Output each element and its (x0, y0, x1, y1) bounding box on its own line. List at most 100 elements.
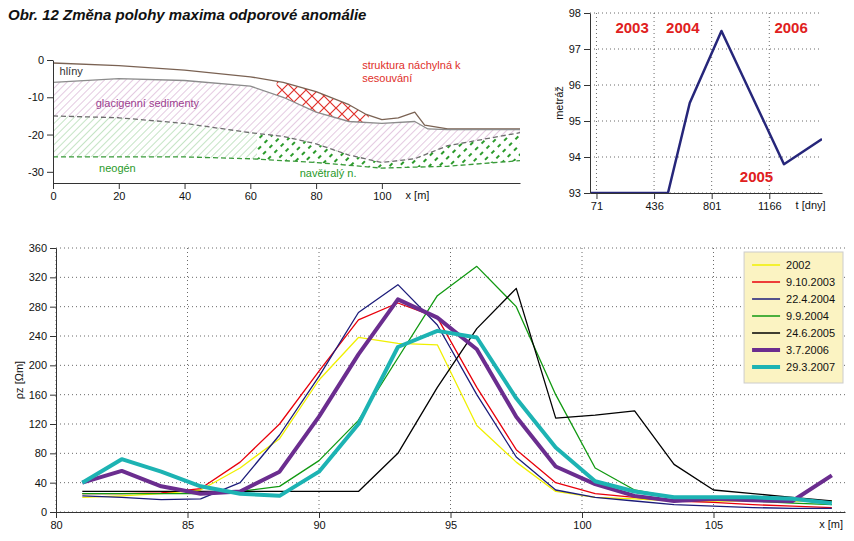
grid-line (56, 453, 845, 454)
tick: 0 (50, 183, 56, 202)
legend-label: 9.10.2003 (786, 276, 835, 288)
grid-line (56, 248, 57, 512)
tick-mark (50, 336, 56, 337)
tick-label: 98 (569, 7, 581, 19)
tick: 95 (569, 115, 590, 127)
tick-mark (47, 60, 53, 61)
grid-line (590, 49, 822, 50)
annotation: 2004 (666, 19, 700, 36)
tick-mark (56, 512, 57, 518)
tick-label: 0 (38, 54, 44, 66)
tick-mark (714, 512, 715, 518)
data-line (82, 288, 832, 501)
grid-line (590, 85, 822, 86)
tick-label: 120 (29, 418, 47, 430)
tick-mark (50, 483, 56, 484)
tick-mark (50, 277, 56, 278)
tick-mark (185, 183, 186, 189)
tick-label: 95 (569, 115, 581, 127)
tick-label: -10 (28, 91, 44, 103)
y-axis: 939495969798 (569, 7, 591, 199)
tick: 240 (29, 330, 56, 342)
tick: 85 (182, 512, 194, 531)
tick: 71 (591, 193, 603, 212)
tick: -10 (28, 91, 53, 103)
y-axis-title: metráž (553, 86, 565, 120)
tick-mark (582, 512, 583, 518)
legend-swatch (752, 281, 780, 283)
tick: 120 (29, 418, 56, 430)
tick: 40 (35, 477, 56, 489)
tick-label: 90 (313, 519, 325, 531)
grid-line (450, 248, 451, 512)
legend-swatch (752, 315, 780, 317)
tick-label: 95 (445, 519, 457, 531)
tick-label: 0 (50, 190, 56, 202)
tick-label: -20 (28, 129, 44, 141)
tick-mark (654, 193, 655, 199)
grid-line (56, 248, 845, 249)
tick: 97 (569, 43, 590, 55)
tick-label: 94 (569, 151, 581, 163)
tick: 80 (50, 512, 62, 531)
tick: 90 (313, 512, 325, 531)
tick-mark (50, 248, 56, 249)
grid-line (590, 157, 822, 158)
tick: -20 (28, 129, 53, 141)
tick-mark (50, 424, 56, 425)
data-line (82, 299, 832, 501)
tick-mark (584, 13, 590, 14)
legend-label: 29.3.2007 (786, 361, 835, 373)
data-line (53, 116, 520, 163)
x-axis-title: x [m] (406, 189, 430, 201)
zone-fill (53, 116, 257, 168)
tick-label: 436 (645, 200, 663, 212)
grid-line (56, 394, 845, 395)
x-axis: 714368011166 (591, 193, 823, 212)
grid-line (590, 13, 822, 14)
tick-label: 71 (591, 200, 603, 212)
tick-mark (596, 193, 597, 199)
panel: 8085909510010504080120160200240280320360… (13, 242, 846, 531)
tick: 436 (645, 193, 663, 212)
data-line (82, 266, 832, 504)
tick: 360 (29, 242, 56, 254)
legend: 20029.10.200322.4.20049.9.200424.6.20053… (744, 252, 843, 383)
tick: -30 (28, 166, 53, 178)
tick-label: 100 (373, 190, 391, 202)
text-line: sesouvání (362, 72, 412, 84)
tick-label: 1166 (758, 200, 782, 212)
axis-line (53, 61, 54, 184)
data-line (82, 303, 832, 508)
legend-box (744, 252, 843, 383)
tick-label: -30 (28, 166, 44, 178)
x-axis: 020406080100 (50, 183, 520, 202)
tick: 160 (29, 389, 56, 401)
data-line (82, 337, 832, 501)
tick-label: 93 (569, 187, 581, 199)
tick-mark (188, 512, 189, 518)
panel: 7143680111669394959697982003200420062005… (553, 7, 826, 212)
legend-swatch (752, 264, 780, 266)
figure-title: Obr. 12 Změna polohy maxima odporové ano… (8, 6, 366, 23)
tick-label: 80 (35, 447, 47, 459)
tick-mark (47, 97, 53, 98)
legend-label: 3.7.2006 (786, 344, 829, 356)
tick-label: 280 (29, 301, 47, 313)
text-line: struktura náchylná k (362, 59, 461, 71)
tick-mark (584, 157, 590, 158)
tick: 100 (373, 183, 391, 202)
tick: 0 (38, 54, 53, 66)
legend-label: 9.9.2004 (786, 310, 829, 322)
grid-line (596, 13, 597, 193)
legend-swatch (752, 298, 780, 300)
tick-label: 40 (35, 477, 47, 489)
grid-line (56, 277, 845, 278)
tick-mark (584, 193, 590, 194)
tick-mark (119, 183, 120, 189)
tick-label: 60 (245, 190, 257, 202)
tick: 60 (245, 183, 257, 202)
grid-line (769, 13, 770, 193)
data-line (82, 285, 832, 509)
tick: 100 (573, 512, 591, 531)
